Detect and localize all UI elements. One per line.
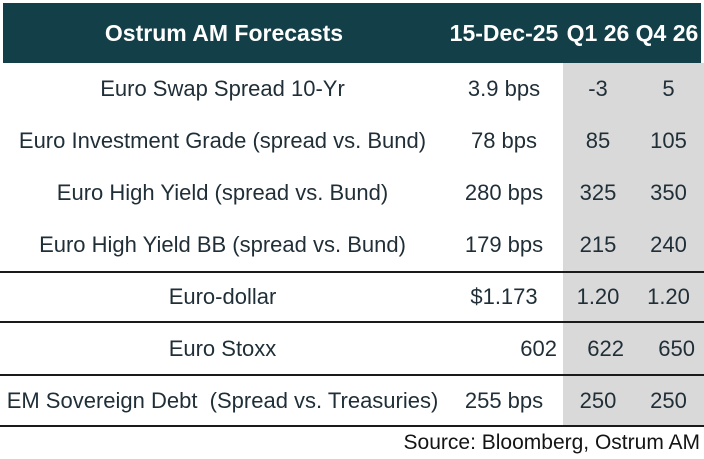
q1-forecast: 622 [563, 323, 633, 374]
current-value: $1.173 [470, 284, 538, 309]
row-label: Euro Investment Grade (spread vs. Bund) [18, 128, 427, 153]
q4-forecast: 250 [633, 376, 704, 425]
row-label: Euro High Yield BB (spread vs. Bund) [39, 232, 406, 257]
table-row-euro-swap-spread: Euro Swap Spread 10-Yr 3.9 bps -3 5 [0, 63, 704, 115]
table-row-euro-stoxx: Euro Stoxx 602 622 650 [0, 321, 704, 374]
current-value: 179 bps [464, 232, 544, 257]
current-value: 602 [520, 335, 557, 361]
current-value: 78 bps [470, 128, 538, 153]
table-title: Ostrum AM Forecasts [104, 19, 344, 46]
row-label: Euro-dollar [168, 284, 277, 309]
q1-forecast: 250 [563, 376, 633, 425]
q4-forecast: 5 [633, 63, 704, 115]
row-label: Euro Swap Spread 10-Yr [100, 76, 345, 101]
table-row-em-sovereign-debt: EM Sovereign Debt (Spread vs. Treasuries… [0, 374, 704, 427]
q4-forecast: 105 [633, 115, 704, 167]
column-header-q1-26: Q1 26 [566, 19, 630, 46]
row-label: Euro Stoxx [168, 335, 277, 361]
table-row-euro-high-yield-bb: Euro High Yield BB (spread vs. Bund) 179… [0, 219, 704, 271]
q1-forecast: 215 [563, 219, 633, 271]
column-header-date: 15-Dec-25 [449, 19, 559, 46]
q4-forecast: 240 [633, 219, 704, 271]
q1-forecast: 85 [563, 115, 633, 167]
q4-forecast: 1.20 [633, 273, 704, 321]
table-header-row: Ostrum AM Forecasts 15-Dec-25 Q1 26 Q4 2… [3, 3, 701, 63]
q1-forecast: 325 [563, 167, 633, 219]
table-row-euro-dollar: Euro-dollar $1.173 1.20 1.20 [0, 271, 704, 321]
current-value: 3.9 bps [467, 76, 541, 101]
table-row-euro-investment-grade: Euro Investment Grade (spread vs. Bund) … [0, 115, 704, 167]
q4-forecast: 650 [633, 323, 704, 374]
row-label: EM Sovereign Debt (Spread vs. Treasuries… [6, 387, 439, 413]
q4-forecast: 350 [633, 167, 704, 219]
source-note: Source: Bloomberg, Ostrum AM [403, 431, 700, 454]
table-row-euro-high-yield: Euro High Yield (spread vs. Bund) 280 bp… [0, 167, 704, 219]
row-label: Euro High Yield (spread vs. Bund) [56, 180, 389, 205]
column-header-q4-26: Q4 26 [635, 19, 699, 46]
q1-forecast: 1.20 [563, 273, 633, 321]
current-value: 255 bps [464, 387, 544, 413]
current-value: 280 bps [464, 180, 544, 205]
q1-forecast: -3 [563, 63, 633, 115]
